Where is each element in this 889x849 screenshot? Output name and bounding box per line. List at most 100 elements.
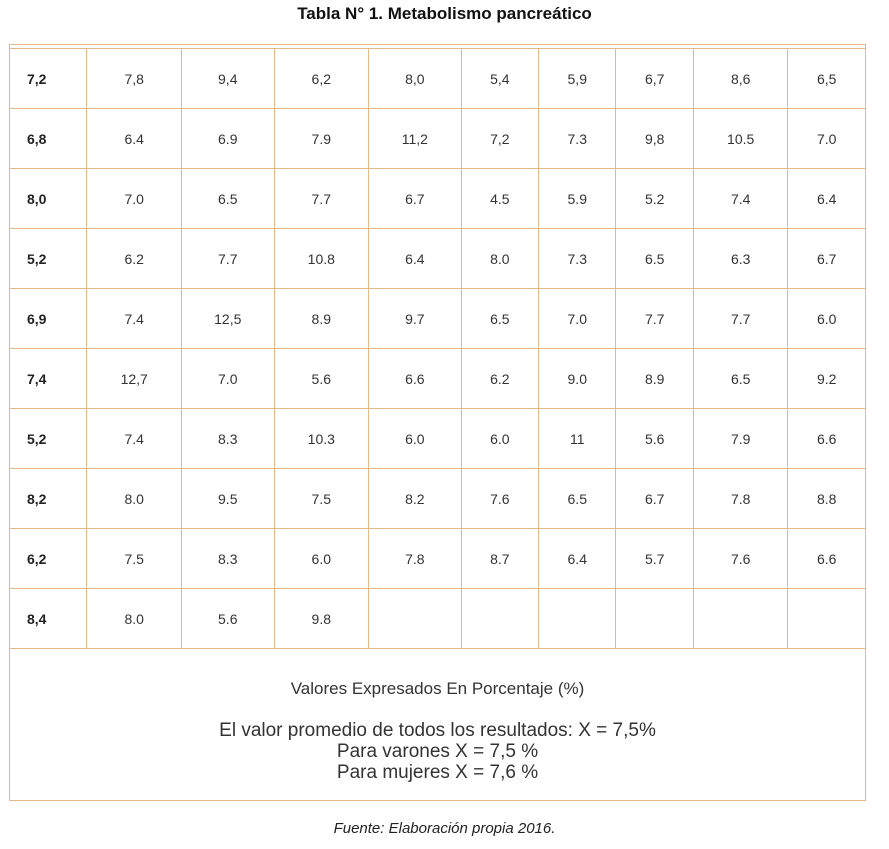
table-cell: 5.9 — [538, 168, 617, 229]
table-cell — [460, 588, 540, 649]
table-cell: 9.0 — [538, 348, 617, 409]
table-cell: 9,8 — [615, 108, 694, 169]
table-cell: 7.9 — [692, 408, 789, 469]
table-cell: 8.8 — [787, 468, 866, 529]
table-cell — [538, 588, 617, 649]
table-cell: 7.5 — [86, 528, 182, 589]
table-cell: 8.0 — [86, 468, 182, 529]
table-cell: 8,0 — [368, 48, 462, 109]
table-cell: 7.4 — [86, 288, 182, 349]
table-cell: 6.4 — [86, 108, 182, 169]
table-cell: 5,2 — [8, 408, 88, 469]
averages: El valor promedio de todos los resultado… — [9, 720, 866, 783]
table-cell: 9.7 — [368, 288, 462, 349]
table-cell: 5.6 — [273, 348, 370, 409]
table-cell: 8.2 — [368, 468, 462, 529]
table-cell: 7.4 — [86, 408, 182, 469]
table-cell — [368, 588, 462, 649]
table-cell: 8.0 — [86, 588, 182, 649]
table-cell: 6.4 — [787, 168, 866, 229]
table-cell: 6,2 — [273, 48, 370, 109]
table-row: 8,4 8.0 5.6 9.8 — [8, 588, 866, 649]
table-cell: 10.8 — [273, 228, 370, 289]
table-cell — [615, 588, 694, 649]
table-cell: 6.4 — [538, 528, 617, 589]
table-cell: 7.0 — [180, 348, 275, 409]
table-cell: 5,4 — [460, 48, 540, 109]
table-cell: 7.7 — [180, 228, 275, 289]
average-women: Para mujeres X = 7,6 % — [336, 762, 539, 783]
average-men: Para varones X = 7,5 % — [336, 741, 539, 762]
table-cell: 6,7 — [615, 48, 694, 109]
table-cell: 6.5 — [460, 288, 540, 349]
table-cell: 7.0 — [787, 108, 866, 169]
table-cell: 5.7 — [615, 528, 694, 589]
table-cell: 6.5 — [538, 468, 617, 529]
table-cell: 6.5 — [180, 168, 275, 229]
table-cell: 6.9 — [180, 108, 275, 169]
table-row: 8,0 7.0 6.5 7.7 6.7 4.5 5.9 5.2 7.4 6.4 — [8, 168, 866, 229]
table-cell: 7.7 — [615, 288, 694, 349]
average-all: El valor promedio de todos los resultado… — [219, 720, 656, 741]
table-cell: 11 — [538, 408, 617, 469]
table-cell: 6.0 — [273, 528, 370, 589]
table-cell: 6.5 — [615, 228, 694, 289]
table-cell: 7.0 — [86, 168, 182, 229]
table-row: 8,2 8.0 9.5 7.5 8.2 7.6 6.5 6.7 7.8 8.8 — [8, 468, 866, 529]
table-cell — [787, 588, 866, 649]
table-cell: 5,9 — [538, 48, 617, 109]
table-cell: 12,7 — [86, 348, 182, 409]
table-cell: 9.8 — [273, 588, 370, 649]
table-cell: 7.4 — [692, 168, 789, 229]
table-cell: 6,2 — [8, 528, 88, 589]
table-cell: 7.8 — [368, 528, 462, 589]
table-cell: 6.6 — [787, 528, 866, 589]
table-cell: 8,6 — [692, 48, 789, 109]
table-cell: 6.3 — [692, 228, 789, 289]
table-cell: 7,4 — [8, 348, 88, 409]
table-cell: 10.3 — [273, 408, 370, 469]
table-cell: 8.9 — [273, 288, 370, 349]
table-cell: 5.6 — [180, 588, 275, 649]
table-cell: 9,4 — [180, 48, 275, 109]
table-cell: 6.7 — [615, 468, 694, 529]
table-cell: 11,2 — [368, 108, 462, 169]
data-table: 7,2 7,8 9,4 6,2 8,0 5,4 5,9 6,7 8,6 6,5 6,8 6.4 6.9 7… — [8, 48, 866, 649]
table-cell: 6,5 — [787, 48, 866, 109]
table-cell: 7.0 — [538, 288, 617, 349]
table-cell: 8,4 — [8, 588, 88, 649]
source-caption: Fuente: Elaboración propia 2016. — [333, 820, 556, 837]
table-cell: 9.5 — [180, 468, 275, 529]
table-cell: 8.3 — [180, 408, 275, 469]
table-row: 5,2 6.2 7.7 10.8 6.4 8.0 7.3 6.5 6.3 6.7 — [8, 228, 866, 289]
table-cell: 8.7 — [460, 528, 540, 589]
table-row: 5,2 7.4 8.3 10.3 6.0 6.0 11 5.6 7.9 6.6 — [8, 408, 866, 469]
table-cell: 5.2 — [615, 168, 694, 229]
table-cell — [692, 588, 789, 649]
table-cell: 7,8 — [86, 48, 182, 109]
table-cell: 6.2 — [460, 348, 540, 409]
table-body: 7,2 7,8 9,4 6,2 8,0 5,4 5,9 6,7 8,6 6,5 6,8 6.4 6.9 7… — [8, 48, 866, 649]
table-cell: 10.5 — [692, 108, 789, 169]
units-note: Valores Expresados En Porcentaje (%) — [290, 679, 585, 698]
table-cell: 9.2 — [787, 348, 866, 409]
table-cell: 8,0 — [8, 168, 88, 229]
table-cell: 7.3 — [538, 108, 617, 169]
table-cell: 6.6 — [787, 408, 866, 469]
table-row: 7,2 7,8 9,4 6,2 8,0 5,4 5,9 6,7 8,6 6,5 — [8, 48, 866, 109]
table-cell: 7.7 — [692, 288, 789, 349]
table-cell: 8.9 — [615, 348, 694, 409]
table-notes: Valores Expresados En Porcentaje (%) El … — [9, 658, 866, 800]
table-cell: 7.6 — [460, 468, 540, 529]
table-title: Tabla N° 1. Metabolismo pancreático — [297, 4, 592, 23]
table-cell: 8.0 — [460, 228, 540, 289]
table-cell: 6,8 — [8, 108, 88, 169]
table-cell: 6.5 — [692, 348, 789, 409]
table-cell: 6.0 — [787, 288, 866, 349]
table-row: 6,9 7.4 12,5 8.9 9.7 6.5 7.0 7.7 7.7 6.0 — [8, 288, 866, 349]
table-cell: 6,9 — [8, 288, 88, 349]
table-cell: 7.6 — [692, 528, 789, 589]
table-cell: 6.2 — [86, 228, 182, 289]
table-cell: 5.6 — [615, 408, 694, 469]
table-cell: 7.3 — [538, 228, 617, 289]
